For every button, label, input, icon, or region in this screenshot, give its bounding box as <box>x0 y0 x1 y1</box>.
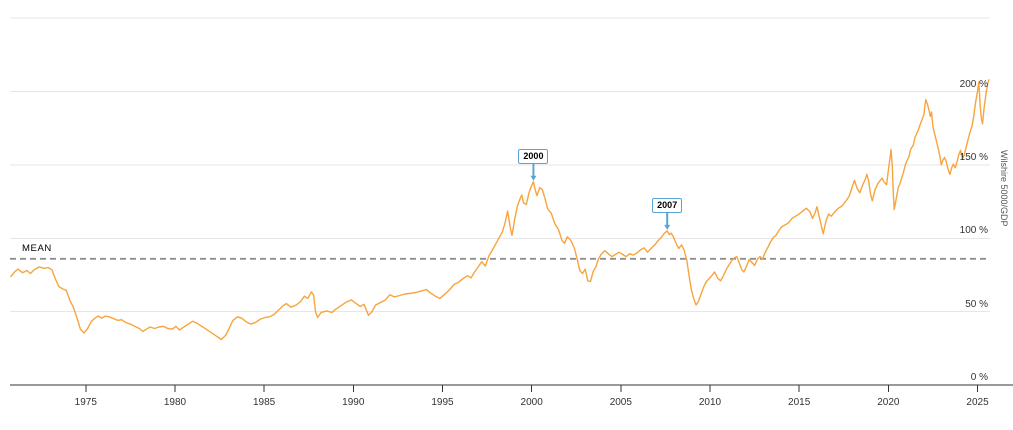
x-tick-label-2010: 2010 <box>698 397 722 408</box>
y-axis-title: Wilshire 5000/GDP <box>999 150 1009 227</box>
annotation-2000: 2000 <box>518 148 549 164</box>
x-tick-label-2025: 2025 <box>966 397 989 408</box>
annotation-arrow-2000 <box>530 175 537 181</box>
y-tick-label-150: 150 % <box>959 151 988 163</box>
annotation-2007: 2007 <box>652 197 683 213</box>
x-tick-label-1985: 1985 <box>253 397 276 408</box>
x-tick-label-2020: 2020 <box>877 397 900 408</box>
y-tick-label-0: 0 % <box>970 372 988 383</box>
x-tick-label-2015: 2015 <box>788 397 811 408</box>
x-tick-label-1975: 1975 <box>74 397 97 408</box>
x-tick-label-2000: 2000 <box>520 397 543 408</box>
x-tick-label-1990: 1990 <box>342 397 365 408</box>
x-tick-label-1980: 1980 <box>163 397 187 408</box>
x-tick-label-1995: 1995 <box>431 397 454 408</box>
y-tick-label-200: 200 % <box>959 78 988 90</box>
series-line[interactable] <box>10 79 990 341</box>
x-tick-label-2005: 2005 <box>609 397 632 408</box>
y-tick-label-50: 50 % <box>965 298 988 310</box>
annotation-arrow-2007 <box>664 224 671 230</box>
y-tick-label-100: 100 % <box>959 225 988 237</box>
mean-label: MEAN <box>22 243 52 254</box>
